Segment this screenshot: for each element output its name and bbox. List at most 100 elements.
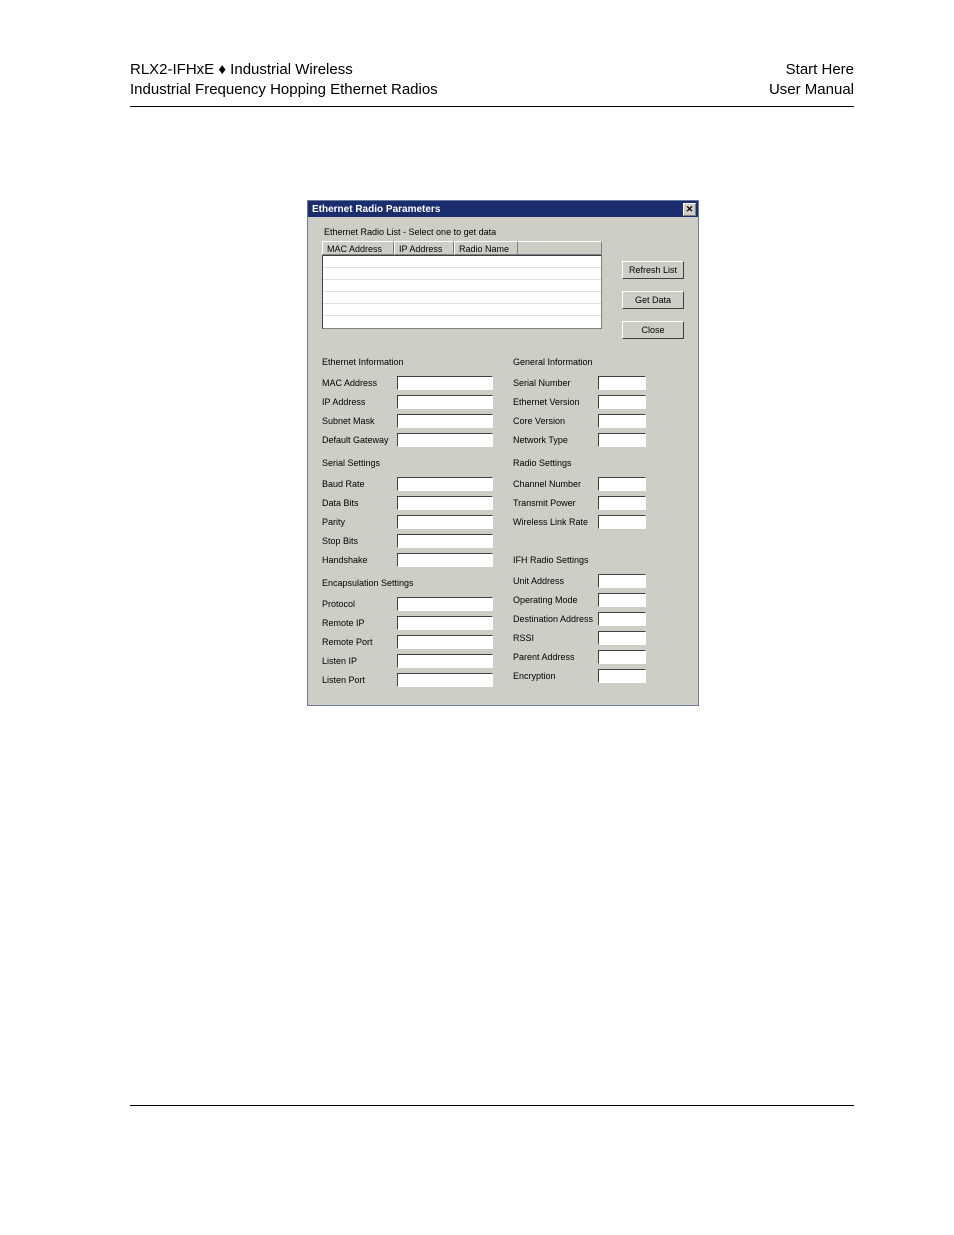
ethernet-info-heading: Ethernet Information xyxy=(322,357,493,367)
transmit-power-field[interactable] xyxy=(598,496,646,510)
close-button[interactable]: Close xyxy=(622,321,684,339)
protocol-field[interactable] xyxy=(397,597,493,611)
header-divider xyxy=(130,106,854,107)
handshake-label: Handshake xyxy=(322,555,397,565)
remote-port-label: Remote Port xyxy=(322,637,397,647)
col-mac-address[interactable]: MAC Address xyxy=(322,241,394,255)
operating-mode-row: Operating Mode xyxy=(513,592,684,608)
network-type-row: Network Type xyxy=(513,432,684,448)
network-type-label: Network Type xyxy=(513,435,598,445)
stop-bits-label: Stop Bits xyxy=(322,536,397,546)
details-columns: Ethernet Information MAC Address IP Addr… xyxy=(322,357,684,691)
spacer xyxy=(513,533,684,545)
baud-rate-field[interactable] xyxy=(397,477,493,491)
remote-port-row: Remote Port xyxy=(322,634,493,650)
remote-ip-label: Remote IP xyxy=(322,618,397,628)
wireless-link-rate-label: Wireless Link Rate xyxy=(513,517,598,527)
unit-address-field[interactable] xyxy=(598,574,646,588)
rssi-row: RSSI xyxy=(513,630,684,646)
list-item[interactable] xyxy=(323,280,601,292)
listen-ip-label: Listen IP xyxy=(322,656,397,666)
close-icon[interactable]: ✕ xyxy=(683,203,696,216)
dialog-title: Ethernet Radio Parameters xyxy=(312,204,440,215)
ethernet-version-row: Ethernet Version xyxy=(513,394,684,410)
wireless-link-rate-field[interactable] xyxy=(598,515,646,529)
network-type-field[interactable] xyxy=(598,433,646,447)
general-info-heading: General Information xyxy=(513,357,684,367)
serial-settings-heading: Serial Settings xyxy=(322,458,493,468)
refresh-list-button[interactable]: Refresh List xyxy=(622,261,684,279)
destination-address-label: Destination Address xyxy=(513,614,598,624)
rssi-label: RSSI xyxy=(513,633,598,643)
protocol-label: Protocol xyxy=(322,599,397,609)
encryption-field[interactable] xyxy=(598,669,646,683)
remote-ip-field[interactable] xyxy=(397,616,493,630)
list-item[interactable] xyxy=(323,256,601,268)
ifh-radio-settings-heading: IFH Radio Settings xyxy=(513,555,684,565)
radio-list-body[interactable] xyxy=(322,255,602,329)
subnet-mask-field[interactable] xyxy=(397,414,493,428)
subnet-mask-label: Subnet Mask xyxy=(322,416,397,426)
remote-ip-row: Remote IP xyxy=(322,615,493,631)
radio-list-label: Ethernet Radio List - Select one to get … xyxy=(324,227,684,237)
header-right-line1: Start Here xyxy=(769,60,854,80)
default-gateway-field[interactable] xyxy=(397,433,493,447)
channel-number-field[interactable] xyxy=(598,477,646,491)
serial-number-label: Serial Number xyxy=(513,378,598,388)
default-gateway-label: Default Gateway xyxy=(322,435,397,445)
listen-port-field[interactable] xyxy=(397,673,493,687)
product-tag: Industrial Wireless xyxy=(226,61,353,78)
channel-number-label: Channel Number xyxy=(513,479,598,489)
footer-divider xyxy=(130,1105,854,1106)
serial-number-field[interactable] xyxy=(598,376,646,390)
operating-mode-label: Operating Mode xyxy=(513,595,598,605)
list-header: MAC Address IP Address Radio Name xyxy=(322,241,602,255)
col-radio-name[interactable]: Radio Name xyxy=(454,241,518,255)
parent-address-field[interactable] xyxy=(598,650,646,664)
list-item[interactable] xyxy=(323,304,601,316)
list-item[interactable] xyxy=(323,292,601,304)
get-data-button[interactable]: Get Data xyxy=(622,291,684,309)
right-column: General Information Serial Number Ethern… xyxy=(513,357,684,691)
listen-port-label: Listen Port xyxy=(322,675,397,685)
rssi-field[interactable] xyxy=(598,631,646,645)
ethernet-version-field[interactable] xyxy=(598,395,646,409)
parity-label: Parity xyxy=(322,517,397,527)
baud-rate-row: Baud Rate xyxy=(322,476,493,492)
bullet-icon: ♦ xyxy=(218,61,226,78)
baud-rate-label: Baud Rate xyxy=(322,479,397,489)
radio-settings-heading: Radio Settings xyxy=(513,458,684,468)
serial-number-row: Serial Number xyxy=(513,375,684,391)
unit-address-row: Unit Address xyxy=(513,573,684,589)
listen-ip-field[interactable] xyxy=(397,654,493,668)
destination-address-field[interactable] xyxy=(598,612,646,626)
operating-mode-field[interactable] xyxy=(598,593,646,607)
core-version-field[interactable] xyxy=(598,414,646,428)
mac-address-field[interactable] xyxy=(397,376,493,390)
side-buttons: Refresh List Get Data Close xyxy=(622,241,684,339)
col-ip-address[interactable]: IP Address xyxy=(394,241,454,255)
subnet-mask-row: Subnet Mask xyxy=(322,413,493,429)
channel-number-row: Channel Number xyxy=(513,476,684,492)
listen-port-row: Listen Port xyxy=(322,672,493,688)
ethernet-version-label: Ethernet Version xyxy=(513,397,598,407)
destination-address-row: Destination Address xyxy=(513,611,684,627)
ip-address-field[interactable] xyxy=(397,395,493,409)
transmit-power-row: Transmit Power xyxy=(513,495,684,511)
handshake-row: Handshake xyxy=(322,552,493,568)
data-bits-field[interactable] xyxy=(397,496,493,510)
parity-row: Parity xyxy=(322,514,493,530)
stop-bits-field[interactable] xyxy=(397,534,493,548)
stop-bits-row: Stop Bits xyxy=(322,533,493,549)
col-spacer xyxy=(518,241,602,255)
list-item[interactable] xyxy=(323,268,601,280)
handshake-field[interactable] xyxy=(397,553,493,567)
ip-address-label: IP Address xyxy=(322,397,397,407)
list-row: MAC Address IP Address Radio Name Refres… xyxy=(322,241,684,339)
page-header: RLX2-IFHxE ♦ Industrial Wireless Industr… xyxy=(130,60,854,101)
listen-ip-row: Listen IP xyxy=(322,653,493,669)
remote-port-field[interactable] xyxy=(397,635,493,649)
transmit-power-label: Transmit Power xyxy=(513,498,598,508)
parity-field[interactable] xyxy=(397,515,493,529)
mac-address-label: MAC Address xyxy=(322,378,397,388)
